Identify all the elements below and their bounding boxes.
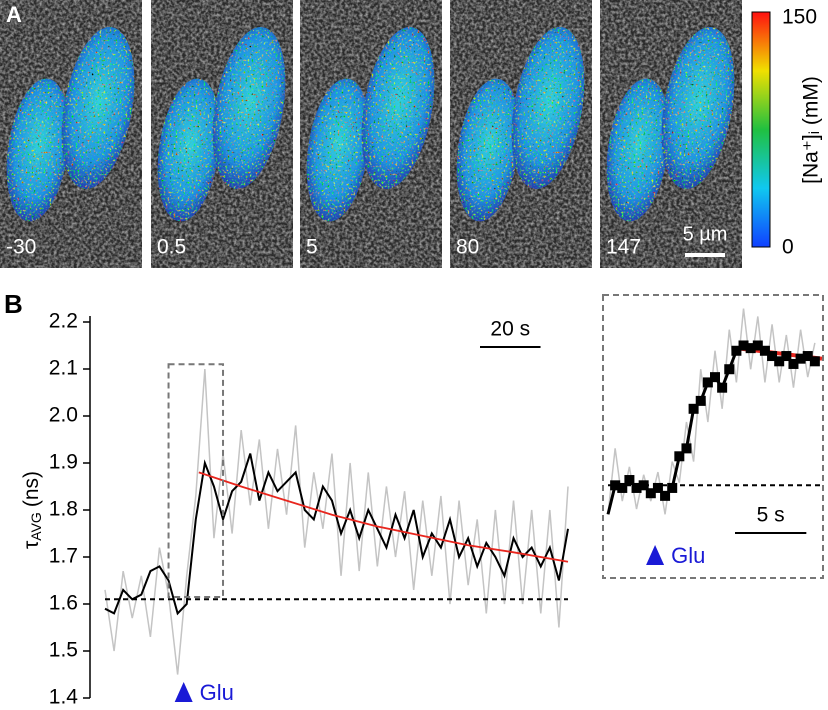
marker <box>745 343 756 354</box>
marker <box>774 356 785 367</box>
marker <box>688 403 699 414</box>
marker <box>695 395 706 406</box>
y-tick-label: 1.8 <box>49 498 78 521</box>
stimulus-label: Glu <box>671 543 705 568</box>
inset-chart: 5 s Glu <box>602 294 824 579</box>
marker <box>645 488 656 499</box>
main-chart: 1.4 1.5 1.6 1.7 1.8 1.9 2.0 2.1 2.2 τAVG (ns) 20 s G… <box>20 310 569 709</box>
inset-frame <box>602 294 824 579</box>
zoom-box <box>167 363 225 598</box>
marker <box>638 480 649 491</box>
y-tick-label: 1.7 <box>49 545 78 568</box>
cell <box>157 78 221 222</box>
scalebar-label: 5 µm <box>683 223 728 245</box>
fit-line <box>198 471 569 563</box>
series-line <box>104 368 569 675</box>
cell <box>361 27 435 189</box>
marker <box>652 482 663 493</box>
marker <box>667 482 678 493</box>
colorbar <box>751 11 771 248</box>
marker <box>788 358 799 369</box>
cell <box>6 78 70 222</box>
cell <box>456 78 520 222</box>
cell <box>306 78 370 222</box>
cells <box>157 27 286 222</box>
panel-b: B 1.4 1.5 1.6 1.7 1.8 1.9 2.0 2.1 2.2 τAVG (ns) 20 s… <box>4 289 824 709</box>
y-axis-label-part: AVG <box>28 512 44 541</box>
colorbar-label: [Na⁺]ᵢ (mM) <box>800 76 823 184</box>
y-tick-label: 1.9 <box>49 451 78 474</box>
cell <box>606 78 670 222</box>
marker <box>781 351 792 362</box>
stimulus-arrow <box>174 682 193 702</box>
marker <box>660 490 671 501</box>
y-tick-label: 2.2 <box>49 310 78 333</box>
panel-letter: B <box>4 289 23 319</box>
cells <box>606 27 735 222</box>
cells <box>306 27 435 222</box>
marker <box>674 451 685 462</box>
y-tick-label: 1.6 <box>49 592 78 615</box>
marker <box>802 351 813 362</box>
cells <box>6 27 135 222</box>
marker <box>681 443 692 454</box>
marker <box>710 372 720 383</box>
cell <box>212 27 286 189</box>
series-line <box>104 453 569 616</box>
panel-a: -30 0.5 5 80 147 A 5 µm 150 0 [Na⁺]ᵢ (mM) <box>0 0 823 268</box>
scalebar-label: 20 s <box>490 318 530 341</box>
cell <box>511 27 585 189</box>
colorbar-max: 150 <box>782 6 817 29</box>
marker <box>795 353 806 364</box>
marker <box>752 340 763 351</box>
time-label: 5 <box>306 236 318 259</box>
marker <box>624 475 635 486</box>
time-label: 0.5 <box>157 236 186 259</box>
time-label: -30 <box>6 236 36 259</box>
cell <box>61 27 135 189</box>
colorbar-min: 0 <box>782 236 794 259</box>
marker <box>738 340 749 351</box>
marker <box>767 351 778 362</box>
stimulus-arrow <box>646 545 665 565</box>
stimulus-label: Glu <box>200 680 234 705</box>
y-tick-label: 1.4 <box>49 686 79 709</box>
marker <box>809 356 820 367</box>
panel-letter: A <box>6 2 22 27</box>
marker <box>610 480 621 491</box>
marker <box>724 364 735 375</box>
marker <box>631 482 642 493</box>
marker <box>702 377 713 388</box>
marker <box>759 345 770 356</box>
y-tick-label: 2.0 <box>49 404 78 427</box>
marker <box>617 482 628 493</box>
y-axis-label-part: (ns) <box>20 471 43 507</box>
y-tick-label: 1.5 <box>49 639 78 662</box>
cell <box>661 27 735 189</box>
scalebar-label: 5 s <box>757 504 785 527</box>
y-tick-label: 2.1 <box>49 357 78 380</box>
marker <box>731 345 742 356</box>
y-axis-label: τAVG (ns) <box>20 471 44 549</box>
y-axis-label-part: τ <box>20 540 43 549</box>
marker <box>717 382 728 393</box>
time-label: 147 <box>606 236 641 259</box>
time-label: 80 <box>456 236 479 259</box>
cells <box>456 27 585 222</box>
